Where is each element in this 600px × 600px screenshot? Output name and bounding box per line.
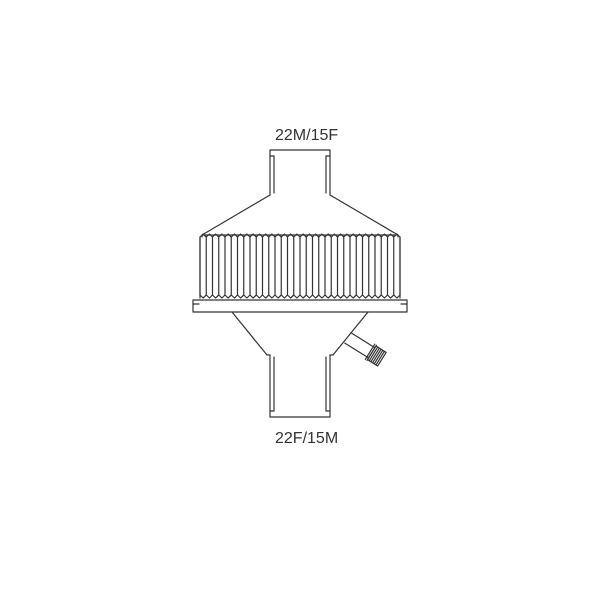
diagram-canvas: 22M/15F 22F/15M <box>0 0 600 600</box>
filter-drawing <box>0 0 600 600</box>
top-connector-label: 22M/15F <box>275 127 338 145</box>
bottom-connector-label: 22F/15M <box>275 430 338 448</box>
